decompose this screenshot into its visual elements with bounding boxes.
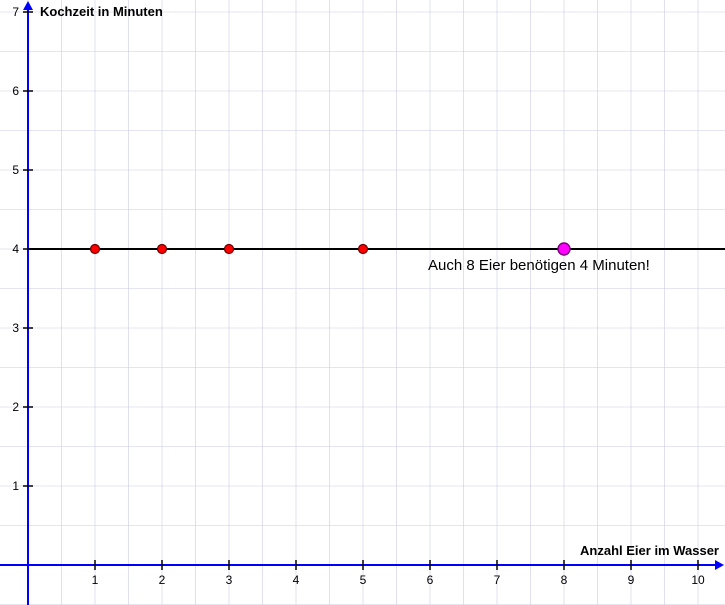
- x-tick-label: 4: [293, 573, 300, 587]
- data-point-red: [91, 245, 100, 254]
- y-tick-label: 6: [12, 84, 19, 98]
- x-axis-label: Anzahl Eier im Wasser: [580, 543, 719, 558]
- chart-svg: 1 2 3 4 5 6 7 8 9 10 1 2 3 4 5 6 7 Kochzeit in Minuten Anz…: [0, 0, 725, 605]
- x-tick-label: 3: [226, 573, 233, 587]
- x-tick-label: 10: [691, 573, 705, 587]
- x-tick-label: 5: [360, 573, 367, 587]
- data-point-red: [359, 245, 368, 254]
- chart-container: 1 2 3 4 5 6 7 8 9 10 1 2 3 4 5 6 7 Kochzeit in Minuten Anz…: [0, 0, 725, 605]
- y-tick-label: 7: [12, 5, 19, 19]
- y-axis-label: Kochzeit in Minuten: [40, 4, 163, 19]
- annotation-text: Auch 8 Eier benötigen 4 Minuten!: [428, 257, 650, 274]
- data-point-red: [225, 245, 234, 254]
- y-axis-arrow: [23, 1, 33, 10]
- x-tick-label: 7: [494, 573, 501, 587]
- x-tick-label: 2: [159, 573, 166, 587]
- x-tick-label: 6: [427, 573, 434, 587]
- x-tick-label: 9: [628, 573, 635, 587]
- y-tick-label: 1: [12, 479, 19, 493]
- y-tick-label: 2: [12, 400, 19, 414]
- y-tick-label: 3: [12, 321, 19, 335]
- x-tick-label: 8: [561, 573, 568, 587]
- x-tick-label: 1: [92, 573, 99, 587]
- data-point-highlight: [558, 243, 570, 255]
- y-tick-label: 4: [12, 242, 19, 256]
- data-point-red: [158, 245, 167, 254]
- y-tick-label: 5: [12, 163, 19, 177]
- x-axis-arrow: [715, 560, 724, 570]
- grid: [0, 0, 725, 605]
